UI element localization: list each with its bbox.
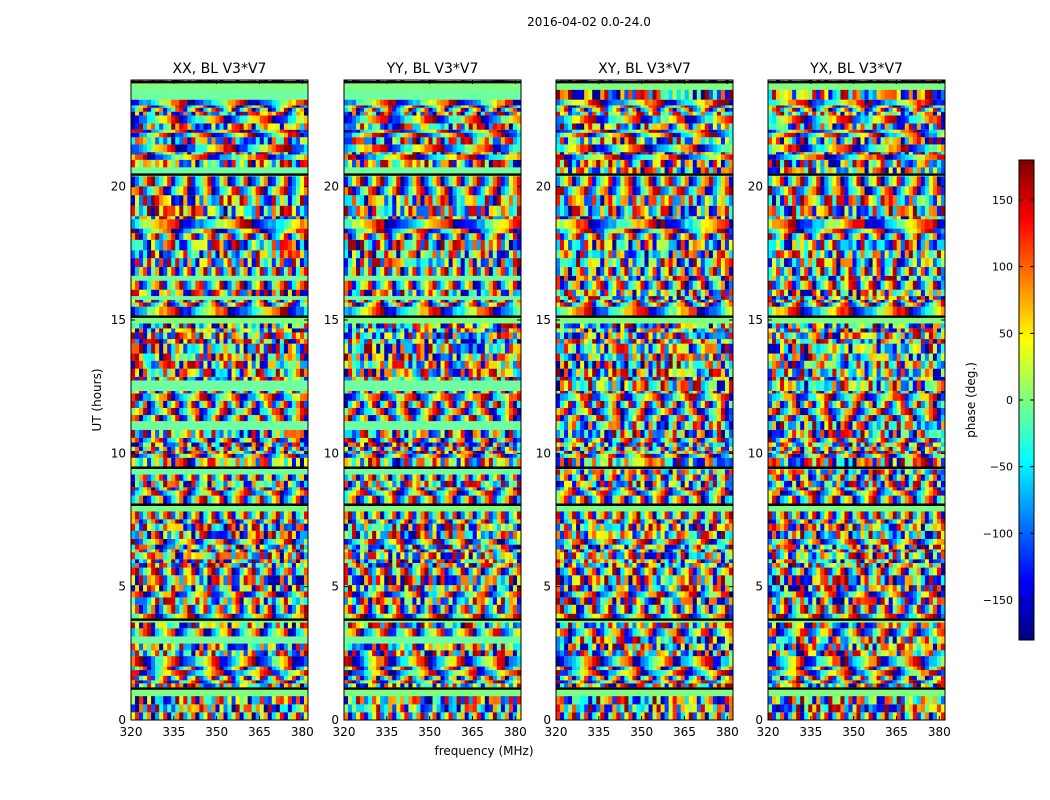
x-tick-label: 335 bbox=[587, 725, 610, 739]
y-tick-label: 5 bbox=[118, 580, 126, 594]
panel-title: XX, BL V3*V7 bbox=[173, 61, 267, 77]
y-tick-label: 0 bbox=[331, 713, 339, 727]
colorbar-label: phase (deg.) bbox=[964, 362, 978, 438]
colorbar-tick-label: 0 bbox=[1006, 394, 1013, 407]
y-tick-label: 5 bbox=[331, 580, 339, 594]
y-tick-label: 10 bbox=[111, 446, 126, 460]
colorbar-tick-label: 50 bbox=[999, 327, 1013, 340]
y-axis-label: UT (hours) bbox=[90, 368, 104, 431]
x-tick-label: 320 bbox=[545, 725, 568, 739]
x-tick-label: 380 bbox=[504, 725, 527, 739]
x-tick-label: 320 bbox=[120, 725, 143, 739]
figure-suptitle: 2016-04-02 0.0-24.0 bbox=[527, 15, 651, 29]
y-tick-label: 15 bbox=[324, 313, 339, 327]
panel-4: YX, BL V3*V7 320 335 350 365 380 0 5 10 15 20 bbox=[748, 61, 951, 739]
x-tick-label: 365 bbox=[885, 725, 908, 739]
panel-1: XX, BL V3*V7 320 335 350 365 380 0 5 10 15 20 bbox=[111, 61, 314, 739]
y-tick-label: 15 bbox=[536, 313, 551, 327]
colorbar-tick-label: −100 bbox=[983, 527, 1013, 540]
x-tick-label: 380 bbox=[716, 725, 739, 739]
x-tick-label: 365 bbox=[673, 725, 696, 739]
y-tick-label: 0 bbox=[118, 713, 126, 727]
x-axis-label: frequency (MHz) bbox=[434, 744, 533, 758]
panel-frame bbox=[555, 79, 734, 721]
x-tick-label: 335 bbox=[162, 725, 185, 739]
y-tick-label: 20 bbox=[111, 180, 126, 194]
x-tick-label: 335 bbox=[799, 725, 822, 739]
colorbar-tick-label: 150 bbox=[992, 194, 1013, 207]
x-tick-label: 380 bbox=[291, 725, 314, 739]
x-tick-label: 350 bbox=[842, 725, 865, 739]
panel-title: XY, BL V3*V7 bbox=[598, 61, 691, 77]
phase-image bbox=[344, 80, 521, 720]
x-tick-label: 365 bbox=[461, 725, 484, 739]
x-tick-label: 365 bbox=[248, 725, 271, 739]
y-tick-label: 10 bbox=[536, 446, 551, 460]
panel-frame bbox=[130, 79, 309, 721]
x-tick-label: 320 bbox=[757, 725, 780, 739]
colorbar-tick-label: 100 bbox=[992, 261, 1013, 274]
x-tick-label: 350 bbox=[418, 725, 441, 739]
panel-2: YY, BL V3*V7 320 335 350 365 380 0 5 10 15 20 bbox=[324, 61, 527, 739]
y-tick-label: 20 bbox=[748, 180, 763, 194]
y-tick-label: 20 bbox=[536, 180, 551, 194]
y-tick-label: 15 bbox=[111, 313, 126, 327]
x-tick-label: 320 bbox=[333, 725, 356, 739]
phase-image bbox=[768, 80, 945, 720]
panel-title: YX, BL V3*V7 bbox=[809, 61, 903, 77]
y-tick-label: 10 bbox=[324, 446, 339, 460]
y-tick-label: 10 bbox=[748, 446, 763, 460]
panel-title: YY, BL V3*V7 bbox=[386, 61, 479, 77]
y-tick-label: 0 bbox=[755, 713, 763, 727]
colorbar: 150 100 50 0 −50 −100 −150 bbox=[983, 159, 1035, 641]
phase-image bbox=[556, 80, 733, 720]
panel-frame bbox=[767, 79, 946, 721]
x-tick-label: 350 bbox=[205, 725, 228, 739]
y-tick-label: 5 bbox=[543, 580, 551, 594]
x-tick-label: 350 bbox=[630, 725, 653, 739]
y-tick-label: 20 bbox=[324, 180, 339, 194]
y-tick-label: 15 bbox=[748, 313, 763, 327]
colorbar-tick-label: −150 bbox=[983, 594, 1013, 607]
y-tick-label: 0 bbox=[543, 713, 551, 727]
phase-image bbox=[131, 80, 308, 720]
panel-3: XY, BL V3*V7 320 335 350 365 380 0 5 10 15 20 bbox=[536, 61, 739, 739]
y-tick-label: 5 bbox=[755, 580, 763, 594]
x-tick-label: 380 bbox=[928, 725, 951, 739]
panel-frame bbox=[343, 79, 522, 721]
colorbar-tick-label: −50 bbox=[990, 461, 1013, 474]
x-tick-label: 335 bbox=[375, 725, 398, 739]
